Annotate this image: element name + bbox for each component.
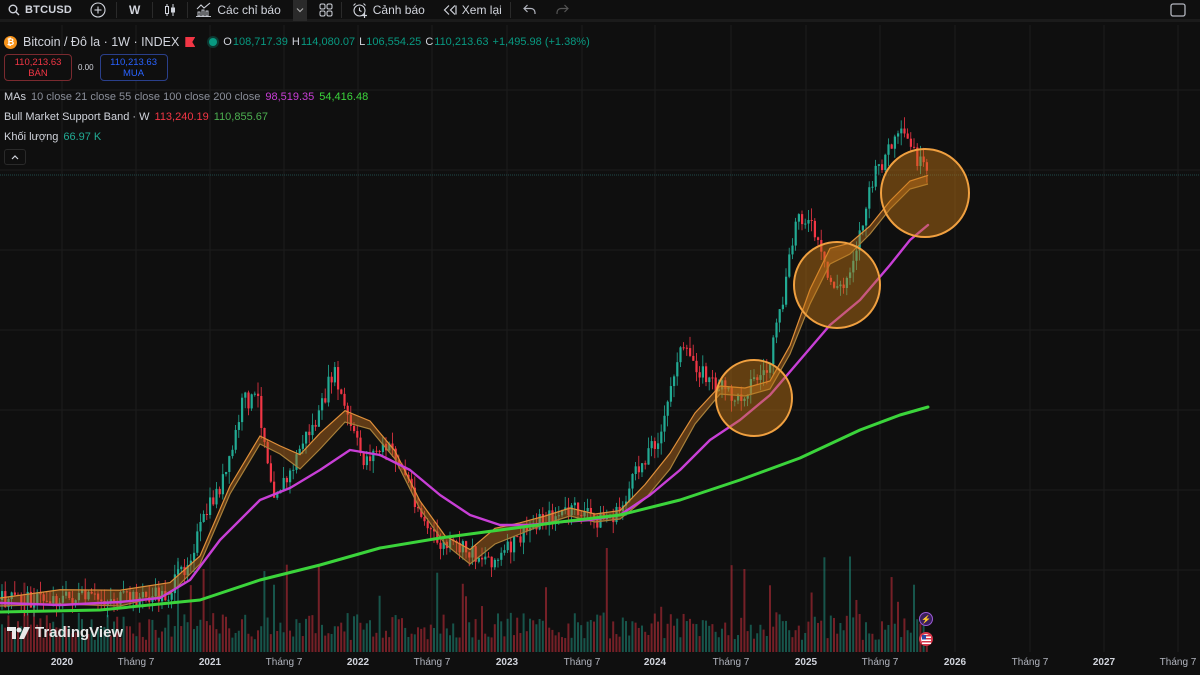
low-label: L [359, 36, 366, 48]
symbol-label: BTCUSD [25, 3, 73, 16]
indicators-icon [196, 2, 212, 17]
indicator-args: 10 close 21 close 55 close 100 close 200… [31, 91, 261, 103]
fullscreen-icon [1170, 3, 1186, 17]
compare-symbol-button[interactable] [80, 0, 116, 21]
indicators-button[interactable]: Các chỉ báo [188, 0, 288, 21]
chart-pane[interactable] [0, 25, 1200, 652]
time-axis-tick: Tháng 7 [1159, 657, 1197, 668]
economic-event-badge[interactable] [919, 632, 933, 646]
alerts-button[interactable]: Cảnh báo [342, 0, 435, 21]
time-axis-tick: 2026 [943, 657, 967, 668]
time-axis[interactable]: 2020 Tháng 7 2021 Tháng 7 2022 Tháng 7 2023 Thá… [0, 652, 1200, 675]
open-label: O [223, 36, 232, 48]
chevron-down-icon [296, 7, 304, 13]
undo-icon [522, 4, 536, 15]
layouts-icon [319, 3, 333, 17]
collapse-legend-button[interactable] [4, 149, 26, 165]
fullscreen-button[interactable] [1170, 3, 1186, 17]
add-symbol-icon [90, 1, 106, 18]
time-axis-tick: 2022 [346, 657, 370, 668]
spread-value: 0.00 [78, 63, 94, 72]
indicator-name: Khối lượng [4, 131, 59, 143]
redo-icon [556, 4, 569, 15]
alerts-label: Cảnh báo [372, 2, 425, 17]
candles-icon [163, 3, 177, 17]
market-open-status-icon [209, 38, 218, 46]
ohlc-values: O 108,717.39 H 114,080.07 L 106,554.25 C 110… [223, 36, 592, 48]
symbol-title: Bitcoin / Đô la · 1W · INDEX [23, 35, 180, 49]
replay-icon [443, 4, 457, 16]
replay-label: Xem lại [461, 2, 502, 17]
chart-type-button[interactable] [153, 0, 187, 21]
events-flash-badge[interactable]: ⚡ [919, 612, 933, 626]
us-flag-icon [921, 634, 931, 644]
tradingview-logo-text: TradingView [35, 624, 124, 641]
indicator-name: Bull Market Support Band · W [4, 111, 150, 123]
divider [509, 1, 511, 18]
sell-price: 110,213.63 [14, 56, 62, 68]
indicators-dropdown-button[interactable] [292, 0, 307, 21]
divider [340, 1, 342, 18]
time-axis-tick: Tháng 7 [1011, 657, 1049, 668]
time-axis-tick: Tháng 7 [861, 657, 899, 668]
buy-button[interactable]: 110,213.63 MUA [99, 54, 168, 81]
indicator-row-bull-market-support-band[interactable]: Bull Market Support Band · W 113,240.19 … [4, 107, 593, 127]
buy-label: MUA [123, 67, 145, 79]
open-value: 108,717.39 [232, 36, 288, 48]
time-axis-tick: 2027 [1092, 657, 1116, 668]
indicator-value: 110,855.67 [213, 111, 269, 123]
undo-button[interactable] [511, 0, 548, 21]
flag-icon[interactable] [185, 37, 196, 47]
time-axis-tick: 2023 [495, 657, 519, 668]
low-value: 106,554.25 [366, 36, 422, 48]
indicator-name: MAs [4, 91, 26, 103]
symbol-search-button[interactable]: BTCUSD [0, 0, 80, 21]
divider [187, 1, 189, 18]
chevron-up-icon [11, 154, 19, 160]
high-label: H [291, 36, 300, 48]
high-value: 114,080.07 [300, 36, 356, 48]
time-axis-tick: Tháng 7 [413, 657, 451, 668]
indicator-value: 66.97 K [63, 131, 102, 143]
price-chart-canvas[interactable] [0, 25, 1200, 652]
time-axis-tick: Tháng 7 [117, 657, 155, 668]
indicator-value: 98,519.35 [265, 91, 315, 103]
time-axis-tick: 2020 [50, 657, 74, 668]
interval-button[interactable]: W [117, 0, 152, 21]
time-axis-tick: Tháng 7 [265, 657, 303, 668]
symbol-legend-row[interactable]: ₿ Bitcoin / Đô la · 1W · INDEX O 108,717.… [4, 34, 593, 50]
buy-price: 110,213.63 [110, 56, 157, 68]
interval-label: W [129, 2, 141, 17]
time-axis-tick: 2025 [794, 657, 818, 668]
divider [152, 1, 154, 18]
alarm-clock-icon [352, 2, 368, 18]
indicator-value: 113,240.19 [154, 111, 209, 123]
sell-label: BÁN [28, 67, 48, 79]
tradingview-logo[interactable]: TradingView [7, 624, 123, 641]
indicators-label: Các chỉ báo [217, 2, 281, 17]
close-value: 110,213.63 [434, 36, 489, 48]
redo-button[interactable] [548, 0, 577, 21]
indicator-row-mas[interactable]: MAs 10 close 21 close 55 close 100 close… [4, 87, 593, 107]
trade-buttons: 110,213.63 BÁN 0.00 110,213.63 MUA [4, 54, 593, 81]
lightning-icon: ⚡ [921, 614, 931, 624]
indicator-legend: MAs 10 close 21 close 55 close 100 close… [4, 87, 593, 165]
top-toolbar: BTCUSD W Các chỉ báo Cảnh báo [0, 0, 1200, 22]
divider [116, 1, 118, 18]
close-label: C [425, 36, 434, 48]
chart-legend: ₿ Bitcoin / Đô la · 1W · INDEX O 108,717.… [4, 34, 593, 165]
sell-button[interactable]: 110,213.63 BÁN [4, 54, 72, 81]
change-value: +1,495.98 (+1.38%) [492, 36, 590, 48]
bitcoin-logo-icon: ₿ [4, 35, 17, 49]
time-axis-tick: 2021 [198, 657, 222, 668]
layouts-button[interactable] [311, 0, 341, 21]
tradingview-mark-icon [7, 626, 31, 640]
indicator-row-volume[interactable]: Khối lượng 66.97 K [4, 127, 593, 147]
time-axis-tick: 2024 [643, 657, 667, 668]
search-icon [8, 4, 20, 16]
time-axis-tick: Tháng 7 [563, 657, 601, 668]
time-axis-tick: Tháng 7 [712, 657, 750, 668]
indicator-value: 54,416.48 [319, 91, 369, 103]
replay-button[interactable]: Xem lại [435, 0, 510, 21]
